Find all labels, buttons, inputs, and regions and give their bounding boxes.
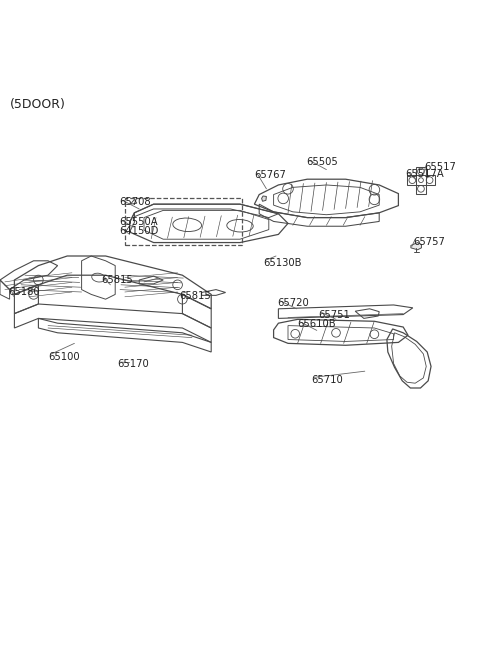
- Text: 65710: 65710: [311, 375, 343, 385]
- Text: 65550A: 65550A: [119, 217, 157, 228]
- Text: 65100: 65100: [48, 352, 80, 362]
- Text: 65610B: 65610B: [298, 319, 336, 329]
- Polygon shape: [411, 243, 421, 250]
- Text: 65767: 65767: [254, 171, 286, 180]
- Text: 65180: 65180: [9, 287, 40, 297]
- Text: 65517A: 65517A: [406, 169, 444, 179]
- Text: 65517: 65517: [424, 162, 456, 172]
- Polygon shape: [262, 196, 266, 201]
- Text: 65815: 65815: [179, 291, 211, 301]
- Text: 65720: 65720: [277, 298, 309, 308]
- Text: 65170: 65170: [118, 359, 149, 369]
- Text: (5DOOR): (5DOOR): [10, 98, 65, 111]
- Text: 64150D: 64150D: [119, 226, 158, 236]
- Text: 65130B: 65130B: [263, 258, 301, 268]
- Text: 65708: 65708: [119, 197, 151, 207]
- Text: 65815: 65815: [101, 275, 132, 285]
- Text: 65751: 65751: [319, 310, 350, 319]
- Text: 65757: 65757: [413, 237, 444, 247]
- Text: 65505: 65505: [306, 157, 338, 167]
